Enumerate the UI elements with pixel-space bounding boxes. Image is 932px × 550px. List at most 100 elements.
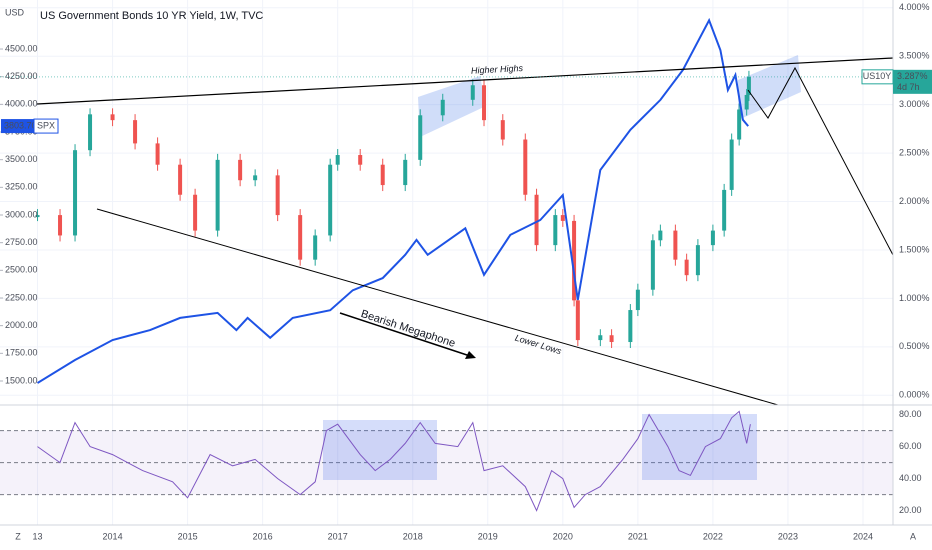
toolbar-icon[interactable]: Z [15,531,21,541]
candle [215,159,220,231]
x-tick-label: 2024 [853,531,873,541]
rsi-tick-label: 80.00 [899,409,922,419]
y-tick-label: 3000.00 [5,209,38,219]
tag-countdown: 4d 7h [897,82,920,92]
candle [275,175,280,216]
x-tick-label: 2017 [328,531,348,541]
y2-tick-label: 2.500% [899,147,930,157]
y2-tick-label: 0.000% [899,390,930,400]
candle [403,159,408,186]
channel-2018 [418,76,486,137]
candle [553,215,558,246]
channel-2022 [738,55,801,120]
candle [470,85,475,100]
candle [744,94,749,110]
x-tick-label: 2022 [703,531,723,541]
y2-tick-label: 4.000% [899,2,930,12]
candle [110,114,115,121]
rsi-tick-label: 40.00 [899,473,922,483]
plot [35,17,751,512]
chart-title: US Government Bonds 10 YR Yield, 1W, TVC [40,10,263,22]
candle [178,164,183,195]
candle [440,99,445,116]
tag-box [893,69,932,94]
tag-name: US10Y [863,71,892,81]
candle [523,139,528,195]
candle [58,215,63,236]
annotation: Higher Highs [471,63,524,76]
y2-tick-label: 1.500% [899,244,930,254]
lower-trendline [96,208,779,406]
y-tick-label: 2500.00 [5,265,38,275]
candle [737,109,742,140]
x-tick-label: 2023 [778,531,798,541]
candle [673,230,678,260]
candle [650,240,655,290]
candle [238,159,243,181]
x-tick-label: 2019 [478,531,498,541]
candle [482,85,487,121]
candle [628,310,633,343]
y-tick-label: 2750.00 [5,237,38,247]
y2-tick-label: 0.500% [899,341,930,351]
y2-tick-label: 1.000% [899,293,930,303]
candle [560,215,565,221]
upper-trendline [36,57,894,105]
y-axis-label: USD [5,7,25,17]
tag-box [1,119,34,134]
candle [598,335,603,341]
candle [575,300,580,341]
y-tick-label: 4250.00 [5,71,38,81]
rsi-zone [642,414,757,480]
y-tick-label: 3250.00 [5,182,38,192]
y2-tick-label: 2.000% [899,196,930,206]
x-tick-label: 13 [33,531,43,541]
arrow-head [465,351,476,359]
y2-tick-label: 3.000% [899,99,930,109]
candle [358,155,363,165]
candle [418,115,423,160]
x-tick-label: 2020 [553,531,573,541]
y2-tick-label: 3.500% [899,51,930,61]
candle [73,150,78,236]
toolbar-icon[interactable]: A [910,531,916,541]
candle [695,245,700,276]
candle [133,120,138,144]
candle [722,189,727,231]
y-tick-label: 2000.00 [5,320,38,330]
candle [658,230,663,241]
candle [684,259,689,276]
candle [534,194,539,246]
candle [380,164,385,186]
y-tick-label: 4500.00 [5,43,38,53]
candle [35,215,40,218]
arrow [339,312,471,357]
tag-value: 3.287% [897,71,928,81]
candle [88,114,93,151]
x-tick-label: 2018 [403,531,423,541]
candle [313,235,318,260]
x-tick-label: 2015 [178,531,198,541]
rsi-zone [323,420,437,480]
candle [710,230,715,246]
rsi-line [37,410,751,512]
candle [609,335,614,343]
candle [193,194,198,231]
candle [572,220,577,301]
grid [0,0,893,525]
candle [298,215,303,260]
candle [253,175,258,181]
rsi-tick-label: 60.00 [899,441,922,451]
y-tick-label: 1500.00 [5,375,38,385]
y-tick-label: 1750.00 [5,348,38,358]
candle [729,139,734,190]
candle [335,155,340,165]
y-tick-label: 2250.00 [5,292,38,302]
candle [635,289,640,311]
candle [746,76,751,95]
y-tick-label: 3500.00 [5,154,38,164]
tag-box [33,118,59,134]
